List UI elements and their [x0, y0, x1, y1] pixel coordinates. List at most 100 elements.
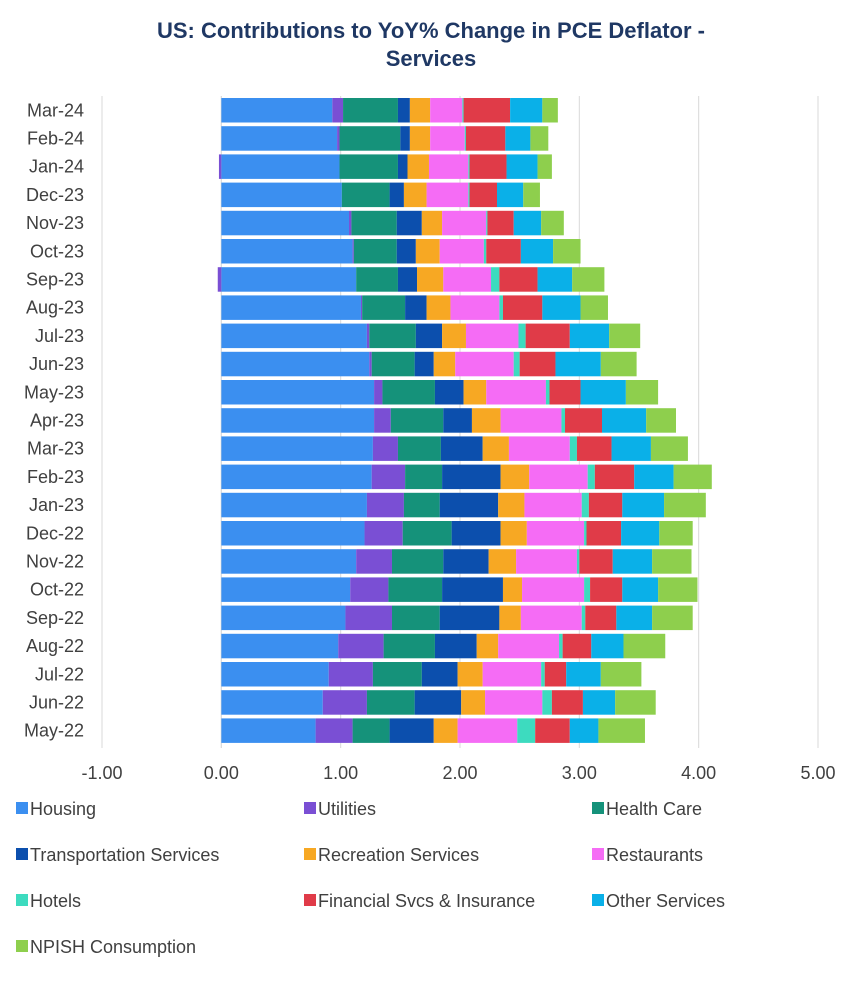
bar-segment [580, 380, 626, 405]
bar-segment [433, 351, 456, 377]
category-label: Apr-23 [30, 410, 84, 430]
bar-segment [371, 464, 406, 490]
bar-segment [328, 662, 373, 687]
bar-segment [414, 690, 462, 715]
category-label: Dec-23 [26, 185, 84, 205]
bar-segment [409, 126, 431, 151]
legend-label: NPISH Consumption [30, 937, 196, 957]
bar-segment [580, 295, 608, 320]
category-label: Dec-22 [26, 523, 84, 543]
legend-swatch [304, 802, 316, 814]
bar-segment [221, 408, 375, 433]
bar-segment [542, 98, 558, 123]
bar-segment [469, 182, 497, 208]
bar-segment [502, 577, 523, 602]
bar-segment [652, 549, 692, 574]
category-label: Jun-23 [29, 354, 84, 374]
bar-segment [371, 351, 415, 377]
bar-segment [591, 633, 624, 659]
category-labels: Mar-24 Feb-24 Jan-24 Dec-23 Nov-23 Oct-23 Sep-… [24, 100, 84, 740]
bar-segment [421, 662, 458, 687]
category-label: Jul-22 [35, 664, 84, 684]
category-label: Feb-24 [27, 128, 84, 148]
category-label: Jul-23 [35, 326, 84, 346]
bar-segment [500, 408, 562, 433]
bar-segment [221, 549, 357, 574]
bar-segment [332, 98, 344, 123]
bar-segment [443, 408, 472, 433]
bar-segment [369, 323, 416, 349]
bar-segment [508, 436, 570, 461]
bar-segment [625, 380, 659, 405]
bar-segment [600, 351, 637, 377]
bar-segment [485, 690, 543, 715]
x-tick-label: 4.00 [681, 763, 716, 783]
bar-segment [430, 126, 465, 151]
bar-segment [561, 408, 566, 433]
bar-segment [221, 323, 367, 349]
bar-segment [443, 549, 489, 574]
x-tick-label: -1.00 [81, 763, 122, 783]
category-label: Aug-22 [26, 636, 84, 656]
bar-segment [510, 98, 543, 123]
chart-title-line2: Services [386, 46, 477, 71]
bar-segment [415, 239, 440, 264]
bar-segment [623, 633, 666, 659]
bar-segment [520, 239, 554, 264]
bar-segment [403, 492, 440, 518]
bar-segment [391, 605, 440, 631]
bar-segment [421, 210, 443, 236]
bar-segment [517, 718, 536, 743]
bar-segment [549, 380, 581, 405]
bar-segment [463, 98, 511, 123]
x-tick-label: 2.00 [442, 763, 477, 783]
bar-segment [315, 718, 353, 743]
bar-segment [455, 351, 514, 377]
bar-segment [516, 549, 577, 574]
legend-swatch [16, 802, 28, 814]
category-label: Mar-23 [27, 439, 84, 459]
bar-segment [221, 351, 370, 377]
bar-segment [362, 295, 406, 320]
category-label: Nov-22 [26, 551, 84, 571]
legend-label: Transportation Services [30, 845, 219, 865]
legend-label: Housing [30, 799, 96, 819]
bar-segment [565, 408, 603, 433]
bar-segment [551, 690, 583, 715]
category-label: Oct-22 [30, 580, 84, 600]
bar-segment [491, 267, 500, 292]
bar-segment [586, 521, 622, 546]
bar-segment [457, 718, 518, 743]
bar-segment [602, 408, 647, 433]
bar-segment [407, 154, 429, 179]
bar-segment [339, 126, 401, 151]
bar-segment [465, 126, 506, 151]
bar-segment [537, 154, 552, 179]
bar-segment [372, 436, 398, 461]
bar-segment [428, 154, 469, 179]
bar-segment [402, 521, 452, 546]
bar-segment [374, 408, 391, 433]
bar-segment [434, 633, 477, 659]
bar-segment [537, 267, 573, 292]
bar-segment [364, 521, 403, 546]
bar-segment [397, 98, 410, 123]
bar-segment [611, 436, 651, 461]
bar-segment [396, 210, 422, 236]
bar-segment [634, 464, 674, 490]
legend-swatch [592, 802, 604, 814]
bar-segment [426, 295, 451, 320]
legend-swatch [16, 894, 28, 906]
category-label: Oct-23 [30, 241, 84, 261]
bar-segment [483, 239, 487, 264]
bar-segment [572, 267, 605, 292]
category-label: May-22 [24, 721, 84, 741]
category-label: Jan-23 [29, 495, 84, 515]
bar-segment [391, 549, 444, 574]
bar-segment [221, 521, 365, 546]
bar-segment [598, 718, 645, 743]
bar-segment [405, 464, 443, 490]
bar-segment [389, 182, 404, 208]
category-label: Nov-23 [26, 213, 84, 233]
bar-segment [525, 323, 570, 349]
